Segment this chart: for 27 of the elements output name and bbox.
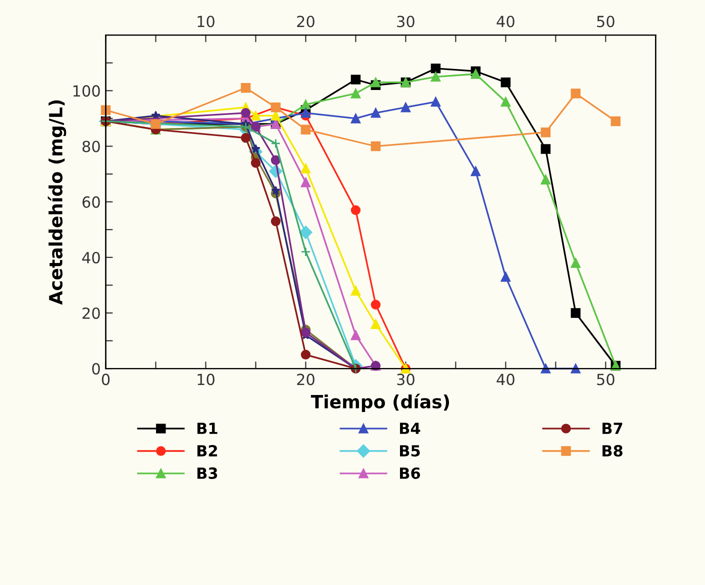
legend-label: B1 [197,422,218,434]
y-tick-label: 100 [73,85,100,97]
legend-label: B6 [400,467,420,479]
x-tick-label: 0 [102,374,110,386]
x-tick-label: 20 [297,374,314,386]
y-tick-label: 20 [82,307,100,319]
legend-label: B7 [602,422,622,434]
x2-tick-label: 40 [496,16,514,28]
y-tick-label: 80 [82,140,100,152]
legend-label: B3 [197,467,218,479]
x-tick-label: 50 [597,374,614,386]
legend-label: B5 [400,445,420,457]
legend-label: B2 [197,445,217,456]
legend-label: B4 [400,422,420,434]
y-tick-label: 0 [92,363,100,375]
x2-tick-label: 30 [397,16,414,28]
x-tick-label: 30 [397,374,414,386]
x-axis-title: Tiempo (días) [310,394,450,412]
y-tick-label: 60 [82,196,100,208]
x2-tick-label: 20 [297,16,314,28]
y-axis-title: Acetaldehído (mg/L) [48,100,66,305]
x2-tick-label: 50 [597,16,614,28]
x-tick-label: 10 [198,374,214,386]
legend-label: B8 [602,445,622,457]
x2-tick-label: 10 [198,16,214,28]
x-tick-label: 40 [496,374,514,386]
y-tick-label: 40 [82,252,100,264]
